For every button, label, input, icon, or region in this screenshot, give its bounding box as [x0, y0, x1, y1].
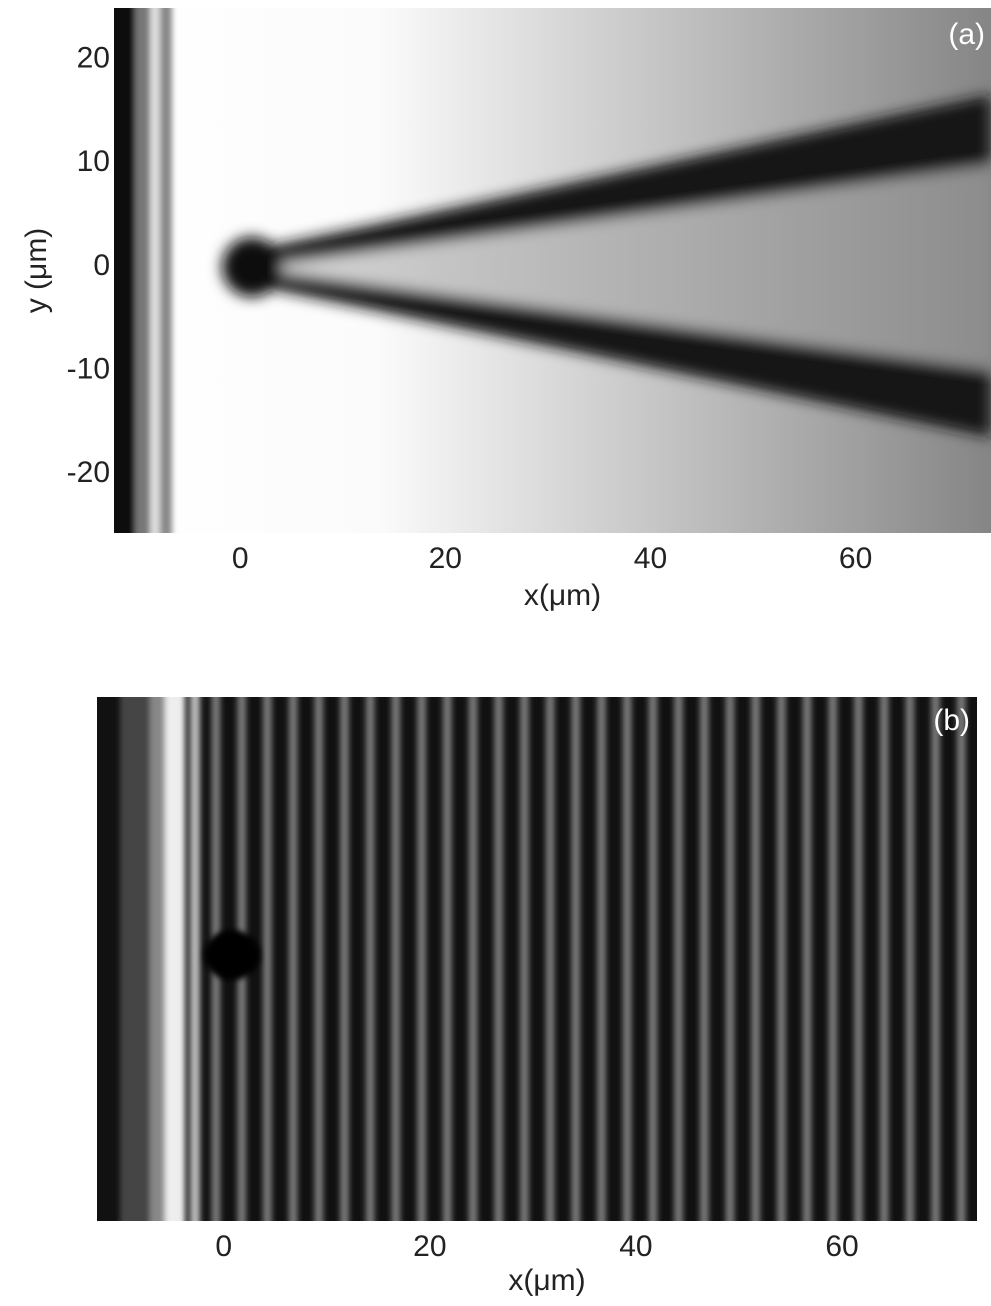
fringe: [903, 697, 916, 1221]
x-tick-label: 60: [825, 1230, 858, 1263]
fringe: [261, 697, 274, 1221]
fringe: [621, 697, 634, 1221]
fringe: [646, 697, 659, 1221]
y-tick-label: 0: [93, 249, 110, 282]
fringe: [338, 697, 351, 1221]
fringe: [569, 697, 582, 1221]
fringe: [749, 697, 762, 1221]
fringe: [415, 697, 428, 1221]
fringe: [826, 697, 839, 1221]
x-tick-label: 40: [634, 542, 667, 575]
x-tick-label: 20: [413, 1230, 446, 1263]
x-tick-label: 0: [232, 542, 249, 575]
fringe: [955, 697, 968, 1221]
y-tick-label: 20: [77, 42, 110, 75]
fringe: [724, 697, 736, 1221]
fringe: [389, 697, 402, 1221]
heatmap-image: [97, 690, 991, 1230]
fringe: [518, 697, 531, 1221]
x-tick-label: 20: [429, 542, 462, 575]
fringe: [287, 697, 300, 1221]
fringe: [364, 697, 377, 1221]
x-axis-label: x(μm): [508, 1264, 585, 1297]
panel-label: (a): [948, 18, 985, 51]
fringe: [312, 697, 325, 1221]
fringe: [492, 697, 505, 1221]
y-tick-label: 10: [77, 145, 110, 178]
y-tick-label: -10: [67, 352, 110, 385]
fringe: [929, 697, 942, 1221]
x-tick-label: 40: [619, 1230, 652, 1263]
fringe: [698, 697, 711, 1221]
fringe: [852, 697, 865, 1221]
fringe: [467, 697, 479, 1221]
panel-label: (b): [933, 704, 970, 737]
y-axis-label: y (μm): [20, 228, 53, 314]
x-tick-label: 0: [215, 1230, 232, 1263]
x-tick-label: 60: [839, 542, 872, 575]
fringe: [441, 697, 454, 1221]
fringe: [775, 697, 788, 1221]
fringe: [672, 697, 685, 1221]
x-axis-label: x(μm): [524, 579, 601, 612]
fringe: [595, 697, 608, 1221]
heatmap-image: [114, 8, 991, 533]
fringe: [878, 697, 891, 1221]
fringe: [544, 697, 557, 1221]
fringe: [801, 697, 814, 1221]
y-tick-label: -20: [67, 456, 110, 489]
fringe: [981, 690, 991, 1230]
